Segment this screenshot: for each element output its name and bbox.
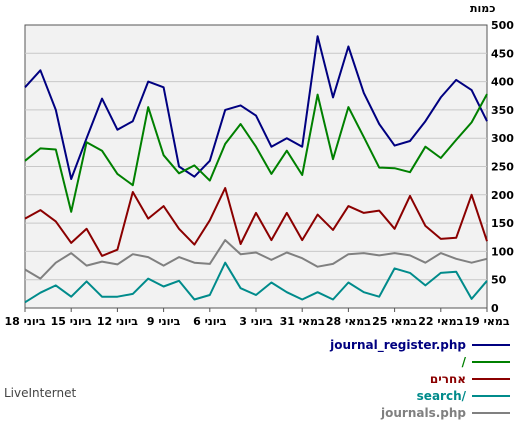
branding-text: LiveInternet xyxy=(4,386,77,400)
y-tick-label: 50 xyxy=(491,274,507,287)
y-tick-label: 0 xyxy=(491,302,499,315)
legend-swatch xyxy=(472,394,510,397)
x-tick-label: 15 ביוני xyxy=(51,315,92,328)
legend-swatch xyxy=(472,360,510,363)
legend-item: journals.php xyxy=(330,404,510,421)
x-tick-label: 25 במאי xyxy=(372,315,417,328)
legend-label: journal_register.php xyxy=(330,337,466,352)
legend-swatch xyxy=(472,377,510,380)
y-axis-ticks: 0 50 100 150 200 250 300 350 400 450 500 xyxy=(491,19,514,315)
x-tick-label: 12 ביוני xyxy=(97,315,138,328)
legend-item: אחרים xyxy=(330,370,510,387)
legend-item: journal_register.php xyxy=(330,336,510,353)
legend-label: search/ xyxy=(416,388,466,403)
grid-lines xyxy=(25,52,487,281)
series-line xyxy=(24,35,488,180)
legend-label: journals.php xyxy=(381,405,466,420)
y-tick-label: 450 xyxy=(491,47,514,60)
y-axis-label: כמות xyxy=(470,2,495,15)
y-tick-label: 200 xyxy=(491,189,514,202)
x-tick-label: 9 ביוני xyxy=(147,315,181,328)
y-tick-label: 150 xyxy=(491,217,514,230)
x-tick-label: 6 ביוני xyxy=(193,315,227,328)
series-line xyxy=(24,187,488,257)
y-tick-label: 250 xyxy=(491,161,514,174)
legend-swatch xyxy=(472,411,510,414)
x-tick-label: 3 ביוני xyxy=(239,315,273,328)
legend-swatch xyxy=(472,343,510,346)
series-line xyxy=(24,239,488,280)
series-line xyxy=(24,261,488,304)
legend-label: אחרים xyxy=(429,371,466,386)
line-chart: 0 50 100 150 200 250 300 350 400 450 500 19 במאי22… xyxy=(4,2,514,328)
series-layer xyxy=(24,35,488,304)
y-tick-label: 500 xyxy=(491,19,514,32)
y-tick-label: 100 xyxy=(491,245,514,258)
y-tick-label: 400 xyxy=(491,76,514,89)
legend-item: search/ xyxy=(330,387,510,404)
legend: journal_register.php / אחרים search/ jou… xyxy=(330,336,510,421)
x-tick-label: 22 במאי xyxy=(418,315,463,328)
x-tick-label: 19 במאי xyxy=(464,315,509,328)
series-line xyxy=(24,93,488,213)
y-tick-label: 350 xyxy=(491,104,514,117)
x-tick-label: 28 במאי xyxy=(326,315,371,328)
x-tick-label: 31 במאי xyxy=(280,315,325,328)
y-tick-label: 300 xyxy=(491,132,514,145)
legend-label: / xyxy=(461,354,466,369)
x-tick-label: 18 ביוני xyxy=(4,315,45,328)
legend-item: / xyxy=(330,353,510,370)
